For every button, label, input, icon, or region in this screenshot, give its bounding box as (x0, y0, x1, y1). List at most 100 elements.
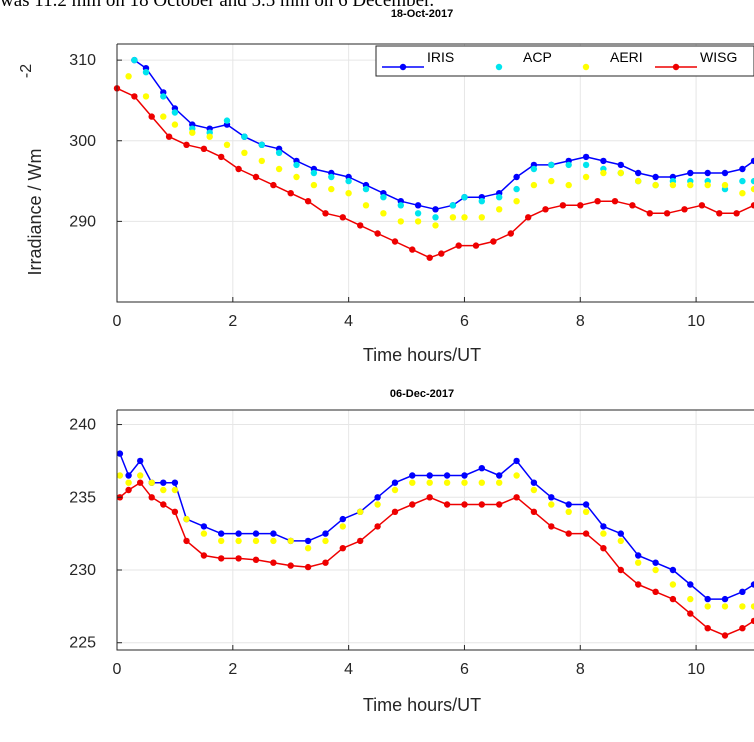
data-point-wisg (750, 617, 754, 625)
data-point-wisg (235, 165, 242, 173)
data-point-aeri (721, 181, 729, 189)
data-point-wisg (125, 486, 132, 494)
series-line-iris (119, 453, 754, 600)
data-point-aeri (116, 472, 124, 479)
x-tick-label: 10 (687, 313, 705, 330)
data-point-wisg (322, 559, 329, 566)
data-point-aeri (565, 508, 572, 515)
data-point-iris (374, 494, 381, 501)
data-point-wisg (461, 501, 468, 508)
data-point-iris (721, 169, 729, 177)
chart-title: 18-Oct-2017 (391, 8, 453, 20)
data-point-iris (339, 515, 346, 523)
data-point-iris (582, 153, 590, 161)
data-point-iris (116, 450, 124, 457)
data-point-aeri (750, 185, 754, 193)
data-point-acp (548, 161, 555, 169)
legend-items: IRIS ACP AERI WISG (382, 49, 737, 71)
data-point-wisg (548, 523, 555, 530)
data-point-iris (414, 202, 422, 209)
data-point-aeri (635, 559, 642, 566)
x-tick-label: 0 (113, 313, 122, 330)
data-point-aeri (142, 93, 150, 100)
chart-panel-dec: 0 2 4 6 8 10 225 230 235 240 06-Dec-2017 Time hou… (69, 388, 754, 715)
data-point-wisg (559, 202, 567, 209)
data-point-aeri (426, 479, 433, 486)
data-point-iris (200, 523, 208, 530)
data-point-wisg (131, 93, 138, 100)
data-point-wisg (171, 508, 179, 515)
data-point-iris (652, 559, 659, 566)
data-point-wisg (629, 202, 636, 209)
x-tick-label: 10 (687, 661, 705, 678)
data-point-aeri (449, 214, 457, 221)
data-point-iris (635, 552, 642, 559)
data-point-aeri (669, 181, 677, 189)
data-point-aeri (270, 537, 277, 545)
data-point-aeri (687, 595, 694, 603)
data-point-aeri (617, 537, 624, 545)
data-point-acp (380, 194, 387, 201)
data-point-aeri (721, 603, 729, 610)
data-point-wisg (339, 545, 346, 552)
data-point-wisg (374, 523, 381, 530)
axis-ticks: 0 2 4 6 8 10 290 300 310 (69, 52, 705, 330)
data-point-aeri (652, 566, 659, 574)
data-point-aeri (200, 530, 208, 537)
series-line-wisg (119, 481, 754, 637)
data-point-iris (652, 173, 659, 181)
data-point-acp (449, 202, 457, 209)
data-point-aeri (160, 113, 167, 120)
data-point-wisg (652, 588, 659, 595)
data-point-wisg (681, 206, 688, 213)
data-point-aeri (218, 537, 225, 545)
data-point-acp (310, 169, 318, 177)
data-point-iris (171, 479, 179, 486)
x-axis-label: Time hours/UT (363, 345, 481, 365)
data-point-aeri (600, 169, 607, 177)
data-point-acp (513, 185, 520, 193)
data-point-wisg (235, 555, 242, 562)
data-point-wisg (721, 632, 729, 639)
data-point-iris (721, 595, 729, 603)
data-point-wisg (148, 494, 155, 501)
data-point-wisg (322, 210, 329, 217)
data-point-iris (617, 530, 624, 537)
data-point-aeri (687, 181, 694, 189)
data-point-aeri (345, 190, 352, 197)
data-point-aeri (322, 537, 329, 545)
data-point-iris (478, 465, 485, 472)
data-point-acp (328, 173, 335, 181)
data-point-aeri (287, 537, 294, 545)
data-point-acp (478, 198, 485, 205)
data-point-aeri (223, 141, 231, 148)
data-point-wisg (304, 563, 312, 571)
data-point-iris (270, 530, 277, 537)
data-point-aeri (432, 222, 439, 229)
data-point-wisg (409, 246, 416, 253)
data-point-wisg (617, 566, 624, 574)
data-point-acp (171, 109, 179, 116)
legend-label-acp: ACP (523, 49, 552, 65)
chart-title: 06-Dec-2017 (390, 388, 454, 400)
data-point-aeri (530, 486, 538, 494)
data-point-aeri (171, 486, 179, 494)
series-layer (116, 450, 754, 639)
data-point-iris (125, 472, 132, 479)
data-point-aeri (241, 149, 248, 156)
data-point-wisg (270, 559, 277, 566)
y-tick-label: 235 (69, 489, 96, 506)
data-point-acp (160, 93, 167, 100)
data-point-wisg (472, 242, 480, 249)
data-point-wisg (252, 173, 260, 181)
data-point-iris (304, 537, 312, 545)
data-point-aeri (548, 177, 555, 185)
y-tick-label: 230 (69, 562, 96, 579)
data-point-aeri (478, 214, 485, 221)
data-point-aeri (739, 190, 746, 197)
data-point-iris (235, 530, 242, 537)
x-tick-label: 6 (460, 661, 469, 678)
data-point-aeri (414, 218, 422, 225)
data-point-aeri (252, 537, 260, 545)
